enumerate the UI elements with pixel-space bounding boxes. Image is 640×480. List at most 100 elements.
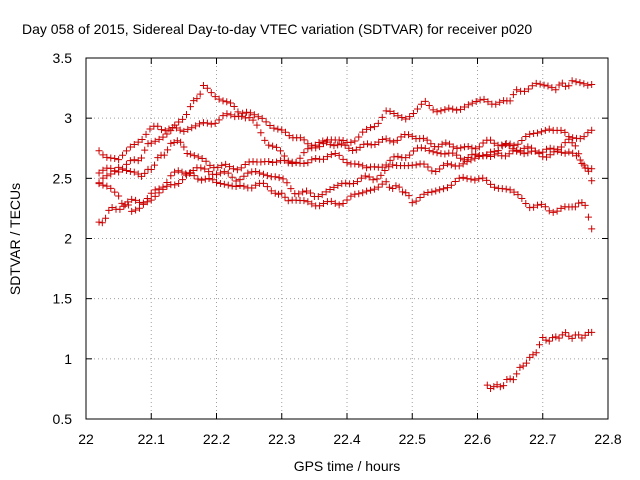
data-point xyxy=(548,84,556,92)
data-point xyxy=(377,171,385,179)
data-point xyxy=(464,101,472,109)
data-point xyxy=(390,138,398,146)
data-point xyxy=(424,189,432,197)
data-point xyxy=(120,202,128,210)
data-point xyxy=(207,120,215,128)
data-point xyxy=(457,154,465,162)
data-point xyxy=(198,176,206,184)
data-point xyxy=(270,124,278,132)
data-point xyxy=(259,170,267,178)
data-point xyxy=(443,184,451,192)
data-point xyxy=(296,154,304,162)
data-point xyxy=(381,166,389,174)
data-point xyxy=(222,160,230,168)
data-point xyxy=(484,98,492,106)
data-point xyxy=(335,136,343,144)
data-point xyxy=(284,197,292,205)
data-point xyxy=(518,136,526,144)
data-point xyxy=(274,125,282,133)
data-point xyxy=(95,147,103,155)
data-point xyxy=(213,171,220,179)
data-point xyxy=(475,175,483,183)
data-point xyxy=(196,120,204,128)
data-point xyxy=(428,188,436,196)
data-point xyxy=(510,188,518,196)
x-tick-label: 22.8 xyxy=(594,431,621,447)
data-point xyxy=(350,180,358,188)
data-point xyxy=(531,147,539,155)
data-point xyxy=(412,161,420,169)
data-point xyxy=(192,122,200,130)
data-point xyxy=(363,187,371,195)
data-point xyxy=(451,178,459,186)
data-point xyxy=(327,197,335,205)
data-point xyxy=(316,143,324,151)
data-point xyxy=(147,189,155,197)
data-point xyxy=(457,144,465,152)
data-point xyxy=(392,182,400,190)
data-point xyxy=(102,214,110,222)
data-point xyxy=(552,333,560,341)
data-point xyxy=(205,168,213,176)
data-point xyxy=(513,370,521,378)
data-point xyxy=(300,197,308,205)
data-point xyxy=(292,158,300,166)
data-point xyxy=(107,170,115,178)
data-point xyxy=(215,95,223,103)
data-point xyxy=(223,110,231,118)
data-point xyxy=(455,162,463,170)
data-point xyxy=(479,139,487,147)
data-point xyxy=(147,166,155,174)
data-point xyxy=(158,126,166,134)
x-tick-label: 22.3 xyxy=(268,431,295,447)
data-point xyxy=(182,170,190,178)
data-point xyxy=(343,196,351,204)
data-point xyxy=(459,160,467,168)
data-point xyxy=(99,151,107,159)
data-point xyxy=(253,121,261,129)
data-point xyxy=(535,150,543,158)
x-tick-label: 22.2 xyxy=(203,431,230,447)
data-point xyxy=(441,106,449,114)
data-point xyxy=(147,139,155,147)
data-point xyxy=(371,141,379,149)
data-point xyxy=(378,113,386,121)
data-point xyxy=(545,125,553,133)
data-point xyxy=(496,98,504,106)
data-point xyxy=(576,79,584,87)
data-point xyxy=(299,188,307,196)
data-point xyxy=(514,140,522,148)
data-point xyxy=(464,142,472,150)
data-point xyxy=(245,114,253,122)
data-point xyxy=(568,139,576,147)
x-tick-label: 22 xyxy=(78,431,94,447)
data-point xyxy=(209,176,217,184)
data-point xyxy=(395,183,403,191)
data-point xyxy=(561,149,569,157)
data-point xyxy=(207,89,215,97)
data-point xyxy=(449,105,457,113)
data-point xyxy=(201,165,209,173)
data-point xyxy=(353,178,361,186)
data-point xyxy=(320,155,328,163)
data-point xyxy=(416,194,424,202)
data-point xyxy=(505,150,513,158)
data-point xyxy=(170,138,178,146)
data-point xyxy=(115,163,123,171)
data-point xyxy=(167,139,175,147)
data-point xyxy=(463,158,471,166)
data-point xyxy=(541,203,549,211)
data-point xyxy=(130,168,138,176)
data-point xyxy=(417,100,425,108)
data-point xyxy=(300,149,308,157)
data-point xyxy=(342,179,350,187)
x-tick-label: 22.1 xyxy=(138,431,165,447)
data-point xyxy=(516,363,524,371)
data-point xyxy=(459,173,467,181)
data-point xyxy=(215,116,223,124)
data-point xyxy=(355,133,363,141)
data-point xyxy=(433,108,441,116)
data-point xyxy=(471,176,479,184)
grid-lines xyxy=(86,58,608,419)
data-point xyxy=(441,150,449,158)
